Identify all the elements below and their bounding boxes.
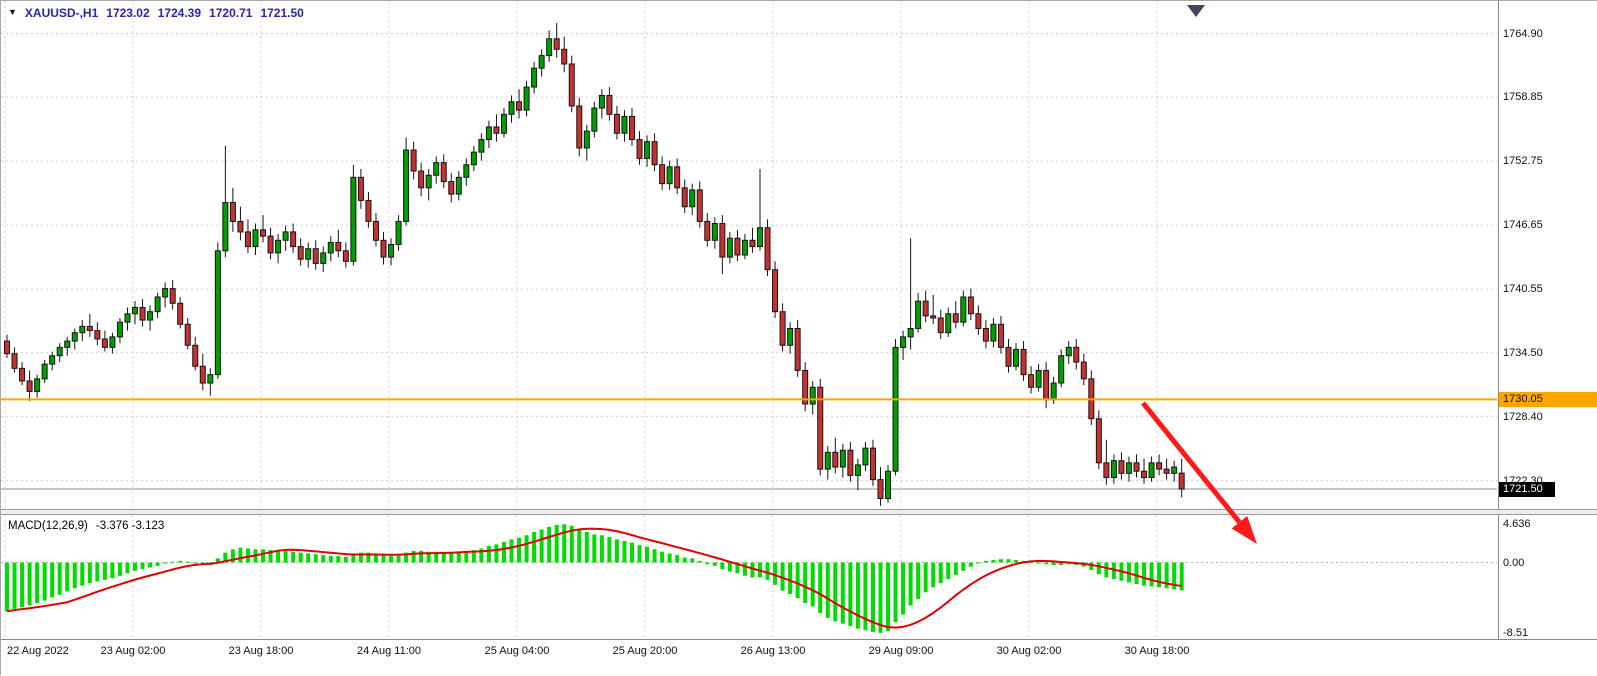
hline-price-badge: 1730.05 <box>1499 391 1597 407</box>
bid-price-badge: 1721.50 <box>1499 481 1555 497</box>
macd-axis-label: 4.636 <box>1503 518 1531 531</box>
time-axis-label: 30 Aug 18:00 <box>1124 645 1190 657</box>
time-axis-label: 22 Aug 2022 <box>7 645 69 657</box>
price-axis-label: 1746.65 <box>1503 219 1543 232</box>
time-axis-label: 23 Aug 18:00 <box>228 645 294 657</box>
symbol-period-label: XAUUSD-,H1 <box>24 6 99 20</box>
macd-axis-label: -8.51 <box>1503 626 1529 639</box>
price-axis-label: 1764.90 <box>1503 27 1543 40</box>
time-axis-label: 26 Aug 13:00 <box>740 645 806 657</box>
macd-signal-line <box>6 527 1182 629</box>
grid <box>1 515 1497 639</box>
macd-indicator-canvas[interactable] <box>1 515 1497 639</box>
time-axis[interactable]: 22 Aug 2022 23 Aug 02:00 23 Aug 18:00 24 Au… <box>1 639 1597 676</box>
low-value: 1720.71 <box>209 6 253 20</box>
candlestick-series <box>4 23 1185 506</box>
grid <box>1 1 1497 509</box>
price-axis-label: 1740.55 <box>1503 283 1543 296</box>
time-axis-label: 24 Aug 11:00 <box>356 645 422 657</box>
open-value: 1723.02 <box>106 6 150 20</box>
high-value: 1724.39 <box>157 6 202 20</box>
panel-separator[interactable] <box>1 509 1597 515</box>
price-axis-label: 1758.85 <box>1503 91 1543 104</box>
price-chart-canvas[interactable] <box>1 1 1497 509</box>
price-axis[interactable]: 1730.05 1721.50 1764.90 1758.85 1752.75 174… <box>1498 1 1597 639</box>
price-axis-label: 1734.50 <box>1503 346 1543 359</box>
symbol-collapse-icon[interactable]: ▼ <box>8 7 17 17</box>
time-axis-label: 30 Aug 02:00 <box>996 645 1062 657</box>
indicator-values: -3.376 -3.123 <box>95 520 165 532</box>
time-axis-label: 25 Aug 20:00 <box>612 645 678 657</box>
macd-axis-label: 0.00 <box>1503 556 1525 569</box>
time-axis-label: 29 Aug 09:00 <box>868 645 934 657</box>
time-axis-label: 25 Aug 04:00 <box>484 645 550 657</box>
close-value: 1721.50 <box>260 6 304 20</box>
time-axis-label: 23 Aug 02:00 <box>100 645 166 657</box>
price-axis-label: 1752.75 <box>1503 155 1543 168</box>
ohlc-header: ▼ XAUUSD-,H1 1723.02 1724.39 1720.71 172… <box>8 6 304 20</box>
indicator-label: MACD(12,26,9) -3.376 -3.123 <box>8 520 164 532</box>
price-axis-label: 1728.40 <box>1503 410 1543 423</box>
macd-histogram <box>5 524 1184 633</box>
indicator-name: MACD(12,26,9) <box>8 520 88 532</box>
